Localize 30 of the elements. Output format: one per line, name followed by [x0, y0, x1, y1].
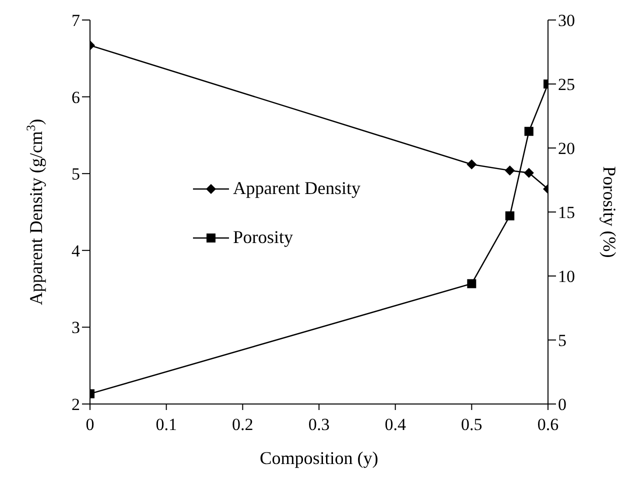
y-tick-label: 3: [72, 318, 80, 338]
y2-tick-label: 5: [558, 331, 566, 350]
y2-tick-label: 25: [558, 75, 575, 94]
y-tick-label: 6: [72, 88, 80, 107]
x-tick-label: 0.1: [156, 415, 177, 434]
x-tick-label: 0.2: [232, 415, 254, 434]
x-tick-label: 0.4: [384, 415, 406, 434]
point: [524, 168, 534, 178]
point: [524, 126, 534, 136]
x-axis-title: Composition (y): [260, 448, 378, 468]
legend-label: Porosity: [233, 227, 294, 248]
point: [467, 279, 476, 288]
x-tick-label: 0.5: [461, 415, 482, 434]
x-tick-label: 0.3: [308, 415, 330, 434]
x-tick-label: 0: [86, 415, 94, 434]
y2-tick-label: 10: [558, 267, 575, 286]
y2-tick-label: 20: [558, 139, 575, 158]
y2-axis-title: Porosity (%): [600, 166, 620, 258]
point: [505, 211, 514, 220]
point: [466, 159, 477, 170]
y2-tick-label: 15: [558, 203, 575, 222]
x-tick-label: 0.6: [537, 415, 559, 434]
y2-tick-label: 0: [558, 395, 566, 414]
y-tick-label: 5: [72, 164, 80, 184]
legend-label: Apparent Density: [233, 178, 360, 199]
y-tick-label: 2: [72, 395, 80, 414]
point: [504, 166, 515, 176]
y-tick-label: 7: [72, 11, 80, 30]
y-tick-label: 4: [72, 241, 80, 260]
y2-tick-label: 30: [558, 11, 575, 30]
